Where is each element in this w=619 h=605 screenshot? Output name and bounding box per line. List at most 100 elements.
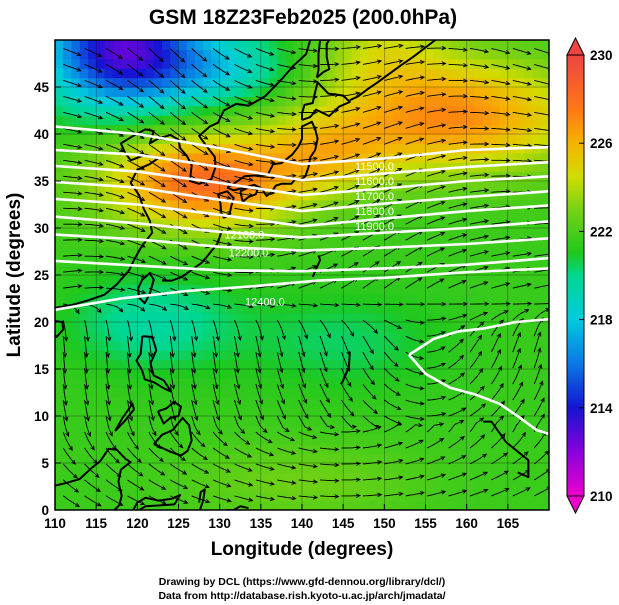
heat-cell xyxy=(302,387,311,398)
heat-cell xyxy=(302,228,311,238)
heat-cell xyxy=(186,359,196,370)
heat-cell xyxy=(483,425,492,436)
streamline xyxy=(427,362,446,369)
streamline xyxy=(148,64,164,78)
heat-cell xyxy=(310,387,320,398)
streamline-arrowhead xyxy=(376,105,382,111)
streamline xyxy=(512,382,524,401)
heat-cell xyxy=(384,284,394,295)
streamline-arrowhead xyxy=(182,198,188,203)
streamline xyxy=(84,352,88,374)
heat-cell xyxy=(71,209,81,220)
heat-cell xyxy=(96,218,105,229)
heat-cell xyxy=(137,463,147,473)
heat-cell xyxy=(219,68,229,79)
heat-cell xyxy=(343,40,352,50)
heat-cell xyxy=(162,350,171,361)
heat-cell xyxy=(112,96,122,107)
heat-cell xyxy=(71,40,81,50)
heat-cell xyxy=(409,444,418,455)
heat-cell xyxy=(400,218,410,229)
heat-cell xyxy=(450,199,460,210)
heat-cell xyxy=(491,453,501,464)
streamline-arrowhead xyxy=(499,319,505,325)
heat-cell xyxy=(376,491,385,502)
heat-cell xyxy=(145,293,155,304)
heat-cell xyxy=(55,68,64,79)
streamline xyxy=(491,400,505,417)
streamline xyxy=(341,61,360,65)
heat-cell xyxy=(96,472,105,483)
heat-cell xyxy=(227,293,237,304)
height-contour xyxy=(55,267,549,312)
heat-cell xyxy=(104,77,114,88)
heat-cell xyxy=(302,275,311,285)
streamline-arrowhead xyxy=(235,368,240,374)
heat-cell xyxy=(540,49,549,60)
heat-cell xyxy=(63,58,73,69)
heat-cell xyxy=(499,293,509,304)
streamline-arrowhead xyxy=(463,93,469,99)
coast-hokkaido xyxy=(301,81,351,121)
streamline xyxy=(512,127,532,132)
streamline-arrowhead xyxy=(398,74,404,80)
streamline xyxy=(105,479,123,492)
heat-cell xyxy=(96,340,105,351)
heat-cell xyxy=(367,77,377,88)
streamline-arrowhead xyxy=(462,63,469,68)
heat-cell xyxy=(112,40,122,50)
streamline xyxy=(491,79,510,85)
streamline xyxy=(105,111,124,121)
streamline xyxy=(84,175,103,181)
heat-cell xyxy=(343,68,352,79)
streamline xyxy=(84,495,102,507)
heat-cell xyxy=(203,350,213,361)
streamline xyxy=(405,492,424,497)
heat-cell xyxy=(458,58,468,69)
heat-cell xyxy=(63,312,73,323)
heat-cell xyxy=(236,115,245,126)
heat-cell xyxy=(252,303,262,314)
streamline-arrowhead xyxy=(484,203,490,209)
heat-cell xyxy=(499,331,509,342)
heat-cell xyxy=(96,425,105,436)
heat-cell xyxy=(227,406,237,417)
heat-cell xyxy=(227,303,237,314)
heat-cell xyxy=(343,444,352,455)
heat-cell xyxy=(260,331,270,342)
heat-cell xyxy=(409,115,418,126)
streamline-arrowhead xyxy=(526,282,532,287)
streamline-arrowhead xyxy=(461,472,468,477)
heat-cell xyxy=(483,481,492,492)
streamline-arrowhead xyxy=(245,440,251,445)
streamline xyxy=(127,368,131,389)
heat-cell xyxy=(343,340,352,351)
heat-cell xyxy=(203,416,213,426)
streamline-arrowhead xyxy=(334,447,340,452)
heat-cell xyxy=(87,350,97,361)
streamline-arrowhead xyxy=(140,181,146,186)
heat-cell xyxy=(71,152,81,163)
streamline-arrowhead xyxy=(463,109,469,114)
heat-cell xyxy=(441,369,451,379)
streamline-arrowhead xyxy=(499,382,504,389)
streamline xyxy=(212,319,219,341)
heat-cell xyxy=(203,453,213,464)
height-contour xyxy=(55,164,549,197)
heat-cell xyxy=(96,312,105,323)
streamline xyxy=(105,352,109,374)
streamline xyxy=(212,223,232,230)
heat-cell xyxy=(252,68,262,79)
streamline-arrowhead xyxy=(181,120,187,126)
heat-cell xyxy=(71,453,81,464)
heat-cell xyxy=(71,369,81,379)
heat-cell xyxy=(194,96,204,107)
heat-cell xyxy=(87,152,97,163)
heat-cell xyxy=(450,322,460,332)
heat-cell xyxy=(170,105,180,116)
heat-cell xyxy=(269,143,278,154)
heat-cell xyxy=(474,340,484,351)
heat-cell xyxy=(441,406,451,417)
heat-cell xyxy=(269,331,278,342)
y-tick-label: 20 xyxy=(34,315,49,330)
